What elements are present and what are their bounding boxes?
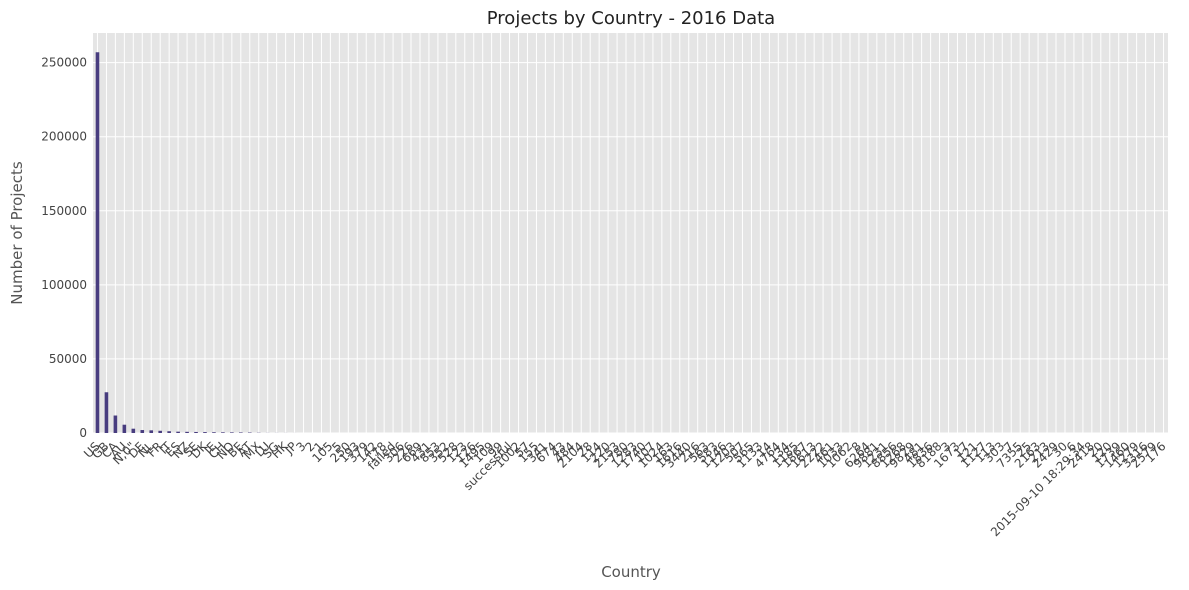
bar — [95, 52, 100, 434]
bar — [104, 392, 109, 433]
bar — [185, 431, 189, 433]
bar — [239, 432, 243, 433]
bar — [149, 430, 154, 433]
bar — [122, 424, 127, 433]
bar — [167, 431, 171, 433]
y-axis-label: Number of Projects — [8, 161, 26, 305]
bar — [203, 432, 207, 433]
bar — [230, 432, 234, 433]
y-tick-label: 0 — [79, 426, 87, 440]
bar — [212, 432, 216, 433]
y-tick-label: 150000 — [41, 204, 87, 218]
y-tick-label: 50000 — [49, 352, 87, 366]
bar — [113, 415, 118, 433]
bar — [140, 430, 145, 433]
y-tick-label: 250000 — [41, 56, 87, 70]
bar — [194, 431, 198, 433]
bar — [131, 428, 136, 433]
bar — [158, 430, 162, 433]
y-tick-label: 200000 — [41, 130, 87, 144]
bar — [221, 432, 225, 433]
bar — [176, 431, 180, 433]
chart-title: Projects by Country - 2016 Data — [487, 8, 775, 29]
x-axis-label: Country — [601, 563, 661, 581]
y-tick-label: 100000 — [41, 278, 87, 292]
plot-background — [93, 33, 1168, 433]
